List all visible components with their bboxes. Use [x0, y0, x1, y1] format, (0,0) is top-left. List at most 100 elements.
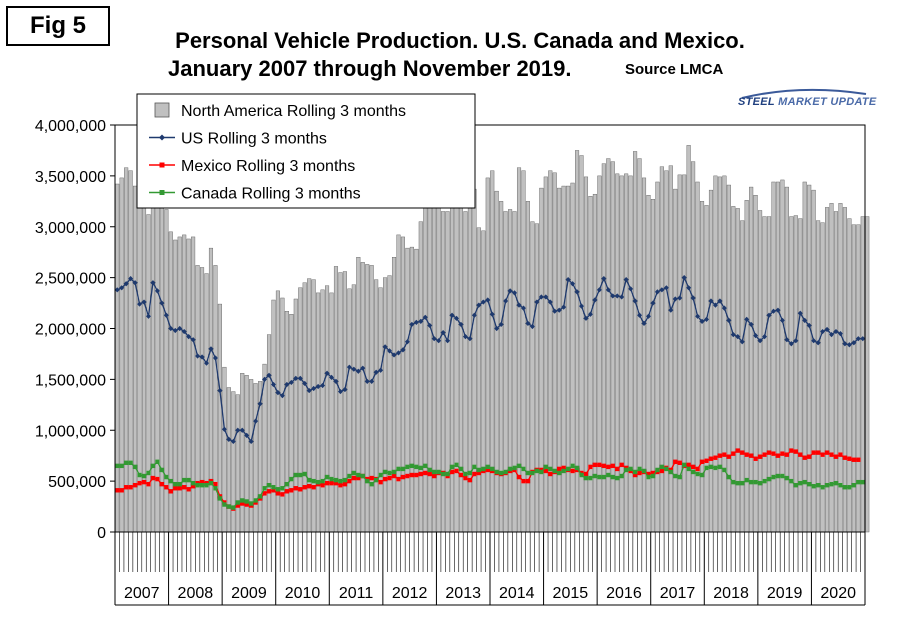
point-us — [802, 317, 808, 323]
point-mexico — [838, 452, 843, 457]
legend-label-canada: Canada Rolling 3 months — [181, 186, 361, 203]
bar-north-america — [726, 184, 731, 533]
point-mexico — [726, 454, 732, 459]
bar-north-america — [409, 246, 414, 533]
point-us — [739, 339, 745, 345]
point-mexico — [150, 475, 156, 481]
point-us — [636, 312, 643, 318]
point-mexico — [356, 475, 361, 481]
point-canada — [717, 464, 723, 470]
point-canada — [708, 464, 714, 470]
point-canada — [298, 472, 303, 478]
bar-north-america — [624, 173, 629, 533]
point-us — [275, 390, 281, 396]
point-canada — [329, 476, 334, 482]
x-year-label: 2016 — [606, 585, 642, 602]
point-canada — [673, 473, 678, 479]
point-canada — [115, 463, 120, 469]
point-canada — [284, 481, 290, 487]
point-canada — [396, 466, 401, 472]
legend-label-us: US Rolling 3 months — [181, 131, 327, 148]
point-canada — [757, 480, 763, 486]
point-us — [770, 308, 777, 314]
bar-north-america — [717, 176, 722, 533]
point-canada — [485, 464, 490, 470]
point-us — [128, 276, 134, 282]
legend-box — [136, 93, 476, 209]
point-us — [485, 297, 491, 303]
point-us — [668, 307, 674, 313]
point-us — [159, 300, 165, 306]
point-canada — [655, 467, 660, 473]
point-mexico — [762, 452, 767, 457]
point-us — [797, 310, 803, 316]
point-canada — [726, 474, 732, 480]
point-canada — [784, 475, 790, 481]
point-mexico — [382, 476, 388, 482]
bar-north-america — [561, 185, 566, 533]
point-us — [672, 296, 678, 302]
point-us — [855, 336, 861, 342]
point-mexico — [351, 475, 357, 481]
point-canada — [440, 471, 446, 477]
bar-north-america — [704, 205, 709, 533]
point-mexico — [637, 470, 642, 476]
point-mexico — [324, 480, 330, 486]
point-canada — [498, 470, 504, 476]
bar-north-america — [682, 174, 687, 533]
bar-north-america — [226, 387, 231, 533]
point-mexico — [583, 471, 589, 477]
bar-north-america — [686, 145, 691, 533]
point-mexico — [556, 466, 562, 472]
point-us — [645, 313, 652, 319]
bar-north-america — [539, 187, 544, 533]
point-canada — [722, 467, 727, 473]
bar-north-america — [316, 292, 321, 533]
point-mexico — [181, 485, 187, 490]
point-canada — [324, 474, 330, 480]
point-us — [846, 342, 852, 348]
point-us — [177, 325, 183, 332]
point-canada — [445, 471, 450, 477]
point-canada — [275, 487, 281, 492]
legend-marker-canada — [159, 190, 165, 195]
point-us — [342, 386, 348, 393]
point-us — [592, 297, 598, 303]
point-canada — [824, 482, 830, 488]
point-canada — [735, 480, 740, 486]
point-mexico — [717, 453, 723, 458]
bar-north-america — [432, 189, 437, 533]
point-us — [364, 378, 370, 385]
bar-north-america — [454, 198, 459, 533]
point-mexico — [771, 451, 776, 456]
point-canada — [373, 477, 379, 483]
point-canada — [208, 480, 214, 486]
point-us — [730, 332, 736, 338]
point-canada — [490, 466, 495, 472]
point-mexico — [306, 484, 312, 489]
x-year-label: 2014 — [499, 585, 535, 602]
point-mexico — [588, 464, 593, 470]
point-us — [409, 321, 415, 328]
point-mexico — [155, 476, 160, 482]
point-mexico — [458, 472, 464, 478]
point-us — [761, 334, 768, 340]
point-canada — [601, 474, 607, 480]
point-canada — [744, 477, 749, 483]
point-canada — [798, 480, 803, 486]
point-us — [703, 316, 710, 322]
point-us — [610, 293, 616, 299]
point-mexico — [851, 457, 857, 462]
bar-north-america — [204, 273, 209, 533]
point-canada — [494, 469, 499, 475]
point-us — [373, 369, 379, 375]
point-us — [244, 432, 250, 438]
bar-north-america — [387, 275, 392, 533]
bar-north-america — [436, 193, 441, 533]
point-us — [360, 365, 366, 371]
point-us — [190, 337, 196, 343]
bar-north-america — [485, 177, 490, 533]
point-canada — [123, 460, 129, 466]
bar-north-america — [124, 167, 129, 533]
